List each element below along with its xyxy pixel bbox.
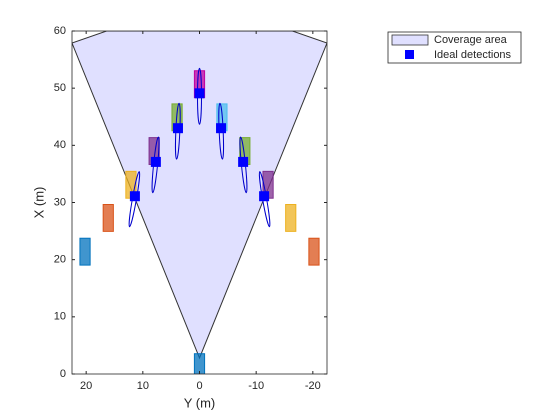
- y-axis-label: X (m): [31, 187, 46, 219]
- plot-area: [72, 31, 327, 374]
- y-tick-label: 0: [60, 368, 66, 380]
- y-tick-label: 10: [54, 311, 66, 323]
- detection: [238, 156, 249, 167]
- x-tick-label: 0: [196, 380, 202, 392]
- y-tick-label: 40: [54, 139, 66, 151]
- x-tick-label: -20: [305, 380, 321, 392]
- detection: [259, 191, 270, 202]
- y-tick-label: 20: [54, 254, 66, 266]
- detection: [194, 88, 205, 99]
- x-tick-label: 10: [137, 380, 149, 392]
- y-tick-label: 50: [54, 82, 66, 94]
- detection: [129, 191, 140, 202]
- detection: [172, 123, 183, 134]
- vehicle: [308, 237, 320, 266]
- x-tick-label: 20: [80, 380, 92, 392]
- legend-label: Ideal detections: [434, 49, 512, 61]
- detection: [150, 156, 161, 167]
- vehicle: [285, 204, 297, 232]
- x-tick-label: -10: [248, 380, 264, 392]
- y-tick-label: 30: [54, 196, 66, 208]
- vehicle: [79, 237, 91, 266]
- x-axis-label: Y (m): [184, 395, 216, 410]
- legend-marker: [405, 50, 414, 59]
- legend-swatch: [391, 34, 429, 46]
- y-tick-label: 60: [54, 25, 66, 37]
- vehicle: [193, 353, 206, 374]
- vehicle: [102, 204, 114, 232]
- legend-label: Coverage area: [434, 34, 508, 46]
- detection: [216, 123, 227, 134]
- coverage-area: [72, 31, 327, 360]
